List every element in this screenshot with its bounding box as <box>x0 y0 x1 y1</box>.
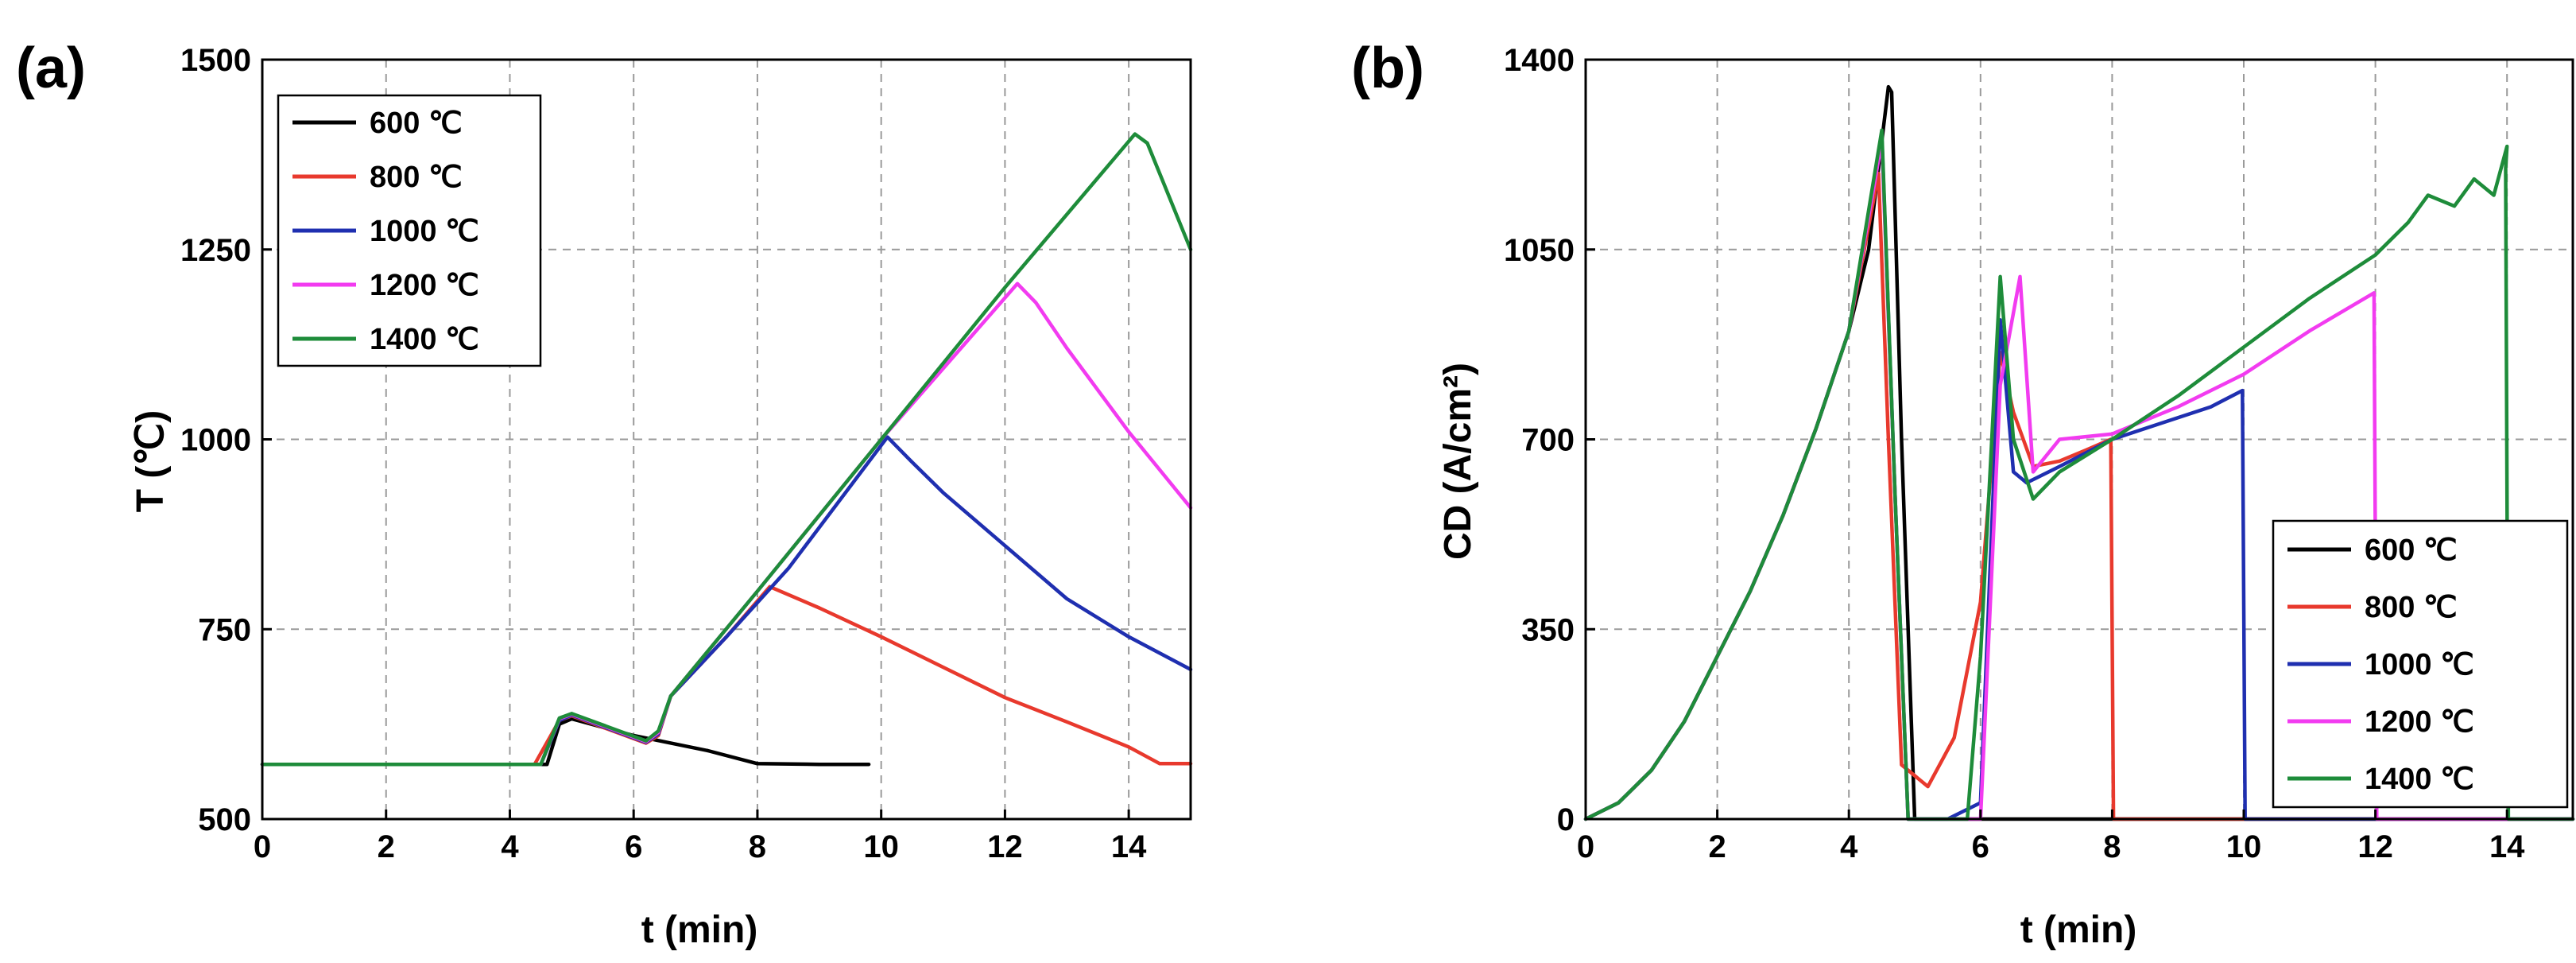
panel-b-x-tick-label: 14 <box>2489 829 2525 864</box>
panel-a-x-tick-label: 2 <box>378 829 395 864</box>
panel-a-y-tick-label: 1500 <box>180 43 251 78</box>
panel-a-y-tick-label: 500 <box>198 802 251 837</box>
panel-b-x-tick-label: 2 <box>1708 829 1726 864</box>
plot-a-area: 0 2 4 6 8 10 12 14 500 750 1000 1250 1500 600 ℃ 800 ℃ 1… <box>180 43 1193 864</box>
panel-a-legend: 600 ℃ 800 ℃ 1000 ℃ 1200 ℃ 1400 ℃ <box>277 94 542 367</box>
panel-b-y-tick-label: 700 <box>1521 423 1575 458</box>
panel-b-y-tick-label: 350 <box>1521 612 1575 647</box>
panel-b-label: (b) <box>1351 37 1424 100</box>
panel-b-legend-label-0: 600 ℃ <box>2365 534 2458 567</box>
panel-a-series-line-0 <box>260 716 871 767</box>
panel-a-legend-label-3: 1200 ℃ <box>370 269 479 302</box>
panel-a-series-line-4 <box>260 132 1193 767</box>
panel-b-y-axis-title: CD (A/cm²) <box>1437 363 1479 560</box>
panel-a-x-tick-label: 4 <box>501 829 519 864</box>
panel-a-legend-label-4: 1400 ℃ <box>370 323 479 356</box>
panel-a-legend-label-2: 1000 ℃ <box>370 215 479 248</box>
panel-b-y-tick-label: 0 <box>1557 802 1575 837</box>
panel-a-x-tick-label: 14 <box>1111 829 1147 864</box>
panel-b-legend-label-4: 1400 ℃ <box>2365 763 2474 796</box>
panel-b-legend-label-3: 1200 ℃ <box>2365 705 2474 739</box>
panel-a-x-tick-label: 8 <box>749 829 766 864</box>
panel-a-label: (a) <box>16 37 86 100</box>
panel-b-x-axis-title: t (min) <box>2020 909 2137 951</box>
panel-a-legend-label-0: 600 ℃ <box>370 107 463 140</box>
panel-a-y-tick-label: 1000 <box>180 423 251 458</box>
panel-a-x-tick-label: 12 <box>987 829 1023 864</box>
panel-a-y-axis-title: T (℃) <box>130 410 172 513</box>
panel-b-legend-label-2: 1000 ℃ <box>2365 648 2474 681</box>
panel-a-legend-label-1: 800 ℃ <box>370 161 463 194</box>
panel-a-x-tick-label: 10 <box>863 829 899 864</box>
panel-b-series-line-4 <box>1583 128 2575 821</box>
panel-a-temperature-chart: (a) 0 2 4 6 8 10 12 14 500 750 1000 1250 1500 600 ℃ 80… <box>16 37 1193 951</box>
panel-b-x-tick-label: 0 <box>1577 829 1594 864</box>
panel-a-y-tick-label: 750 <box>198 612 251 647</box>
panel-a-y-tick-label: 1250 <box>180 233 251 268</box>
panel-b-x-tick-label: 6 <box>1972 829 1989 864</box>
panel-b-x-tick-label: 4 <box>1840 829 1858 864</box>
panel-b-y-tick-label: 1050 <box>1504 233 1575 268</box>
panel-b-x-tick-label: 8 <box>2103 829 2121 864</box>
panel-a-x-axis-title: t (min) <box>641 909 758 951</box>
panel-b-x-tick-label: 12 <box>2357 829 2393 864</box>
panel-b-legend-label-1: 800 ℃ <box>2365 591 2458 624</box>
panel-a-x-tick-label: 0 <box>254 829 271 864</box>
panel-b-y-tick-label: 1400 <box>1504 43 1575 78</box>
panel-b-current-density-chart: (b) 0 2 4 6 8 10 12 14 0 350 700 1050 1400 600 ℃ 800 ℃… <box>1351 37 2575 951</box>
panel-a-x-tick-label: 6 <box>625 829 642 864</box>
panel-b-x-tick-label: 10 <box>2226 829 2262 864</box>
panel-a-series-line-1 <box>260 584 1193 767</box>
plot-b-area: 0 2 4 6 8 10 12 14 0 350 700 1050 1400 600 ℃ 800 ℃ 1000… <box>1504 43 2575 864</box>
panel-b-legend: 600 ℃ 800 ℃ 1000 ℃ 1200 ℃ 1400 ℃ <box>2272 519 2569 809</box>
